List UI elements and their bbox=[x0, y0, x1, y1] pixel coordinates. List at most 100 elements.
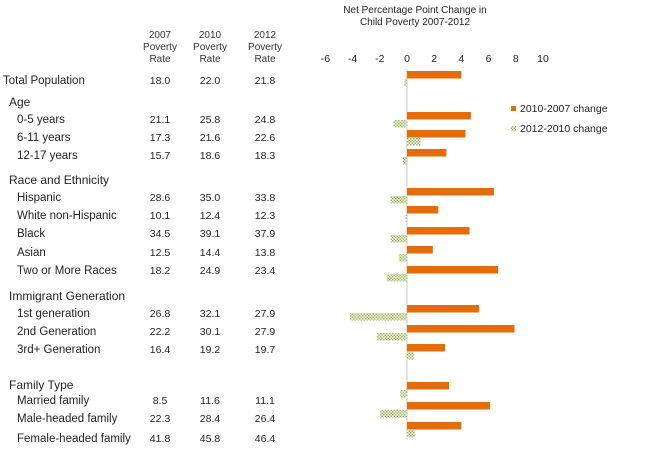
bar-2010-2007-change bbox=[407, 325, 515, 333]
table-row: 1st generation 26.8 32.1 27.9 bbox=[0, 306, 300, 322]
bar-2010-2007-change bbox=[407, 130, 466, 138]
cell-2007: 26.8 bbox=[149, 308, 171, 320]
cell-2007: 16.4 bbox=[149, 344, 171, 356]
column-header-line: Rate bbox=[254, 54, 276, 65]
cell-2012: 11.1 bbox=[255, 395, 275, 407]
cell-2012: 26.4 bbox=[254, 413, 276, 425]
row-label: Immigrant Generation bbox=[9, 289, 126, 303]
cell-2010: 19.2 bbox=[199, 344, 221, 356]
row-label: White non-Hispanic bbox=[17, 210, 117, 222]
row-label: Black bbox=[17, 228, 46, 240]
row-label: Total Population bbox=[3, 75, 85, 87]
x-tick-label: 10 bbox=[537, 53, 549, 65]
row-label: 3rd+ Generation bbox=[17, 344, 101, 356]
table-group-heading: Race and Ethnicity bbox=[0, 172, 300, 188]
bar-2010-2007-change bbox=[407, 112, 471, 120]
cell-2007: 34.5 bbox=[149, 228, 171, 240]
cell-2012: 27.9 bbox=[254, 326, 276, 338]
row-label: 2nd Generation bbox=[17, 326, 97, 338]
cell-2007: 18.0 bbox=[149, 75, 171, 87]
table-row: 2nd Generation 22.2 30.1 27.9 bbox=[0, 324, 300, 340]
cell-2007: 17.3 bbox=[149, 132, 171, 144]
cell-2012: 23.4 bbox=[254, 265, 276, 277]
bar-2012-2010-change bbox=[377, 333, 407, 341]
legend-swatch bbox=[511, 126, 516, 131]
cell-2010: 35.0 bbox=[199, 192, 221, 204]
bar-2010-2007-change bbox=[407, 382, 450, 390]
row-label: 6-11 years bbox=[17, 132, 71, 144]
table-row: Black 34.5 39.1 37.9 bbox=[0, 226, 300, 242]
row-label: 0-5 years bbox=[17, 114, 65, 126]
bar-2012-2010-change bbox=[386, 274, 407, 282]
row-label: Female-headed family bbox=[17, 433, 131, 445]
row-label: Hispanic bbox=[17, 192, 62, 204]
x-tick-label: 4 bbox=[458, 53, 464, 65]
bar-2010-2007-change bbox=[407, 246, 433, 254]
row-label: Age bbox=[9, 95, 31, 109]
bar-2012-2010-change bbox=[379, 410, 407, 418]
table-row: 6-11 years 17.3 21.6 22.6 bbox=[0, 130, 300, 146]
row-label: 12-17 years bbox=[17, 150, 78, 162]
cell-2010: 11.6 bbox=[200, 395, 220, 407]
column-header-line: 2012 bbox=[253, 30, 277, 41]
cell-2007: 21.1 bbox=[149, 114, 171, 126]
x-tick-label: 2 bbox=[431, 53, 437, 65]
table-row: 3rd+ Generation 16.4 19.2 19.7 bbox=[0, 342, 300, 358]
cell-2010: 14.4 bbox=[199, 247, 221, 259]
table-row: White non-Hispanic 10.1 12.4 12.3 bbox=[0, 208, 300, 224]
row-label: Male-headed family bbox=[17, 413, 118, 425]
cell-2012: 37.9 bbox=[254, 228, 276, 240]
chart-title-line: Net Percentage Point Change in bbox=[343, 5, 486, 16]
poverty-rate-table: 2007 Poverty Rate 2010 Poverty Rate 2012 Povert… bbox=[0, 0, 300, 467]
bar-2012-2010-change bbox=[400, 390, 407, 398]
table-group-heading: Family Type bbox=[0, 377, 300, 393]
bar-2012-2010-change bbox=[398, 254, 407, 262]
bar-2010-2007-change bbox=[407, 402, 490, 410]
cell-2012: 33.8 bbox=[254, 192, 276, 204]
cell-2010: 30.1 bbox=[199, 326, 221, 338]
bar-2012-2010-change bbox=[390, 196, 407, 204]
column-header-line: Poverty bbox=[143, 42, 177, 53]
bar-2010-2007-change bbox=[407, 227, 470, 235]
cell-2007: 10.1 bbox=[149, 210, 171, 222]
bar-2010-2007-change bbox=[407, 206, 439, 214]
cell-2007: 18.2 bbox=[149, 265, 171, 277]
table-row: 0-5 years 21.1 25.8 24.8 bbox=[0, 112, 300, 128]
row-label: Race and Ethnicity bbox=[9, 173, 110, 187]
cell-2007: 8.5 bbox=[152, 395, 168, 407]
column-header-0: 2007 Poverty Rate bbox=[140, 30, 180, 66]
column-header-line: Poverty bbox=[193, 42, 227, 53]
chart-title-line: Child Poverty 2007-2012 bbox=[360, 17, 471, 28]
cell-2012: 13.8 bbox=[254, 247, 276, 259]
bar-2010-2007-change bbox=[407, 71, 462, 79]
bar-2010-2007-change bbox=[407, 344, 446, 352]
bar-2012-2010-change bbox=[349, 313, 407, 321]
bar-2010-2007-change bbox=[407, 422, 462, 430]
cell-2007: 15.7 bbox=[149, 150, 171, 162]
row-label: Two or More Races bbox=[17, 265, 117, 277]
table-row: Female-headed family 41.8 45.8 46.4 bbox=[0, 431, 300, 447]
legend-label: 2012-2010 change bbox=[520, 123, 608, 135]
cell-2012: 19.7 bbox=[254, 344, 276, 356]
cell-2010: 25.8 bbox=[199, 114, 221, 126]
bar-2012-2010-change bbox=[402, 157, 407, 165]
table-row: Male-headed family 22.3 28.4 26.4 bbox=[0, 411, 300, 427]
table-row: Asian 12.5 14.4 13.8 bbox=[0, 245, 300, 261]
table-row: Hispanic 28.6 35.0 33.8 bbox=[0, 190, 300, 206]
cell-2010: 24.9 bbox=[199, 265, 221, 277]
row-label: Asian bbox=[17, 247, 46, 259]
row-label: 1st generation bbox=[17, 308, 90, 320]
column-header-line: Rate bbox=[149, 54, 171, 65]
x-tick-label: 8 bbox=[513, 53, 519, 65]
table-group-heading: Immigrant Generation bbox=[0, 288, 300, 304]
cell-2012: 46.4 bbox=[254, 433, 276, 445]
row-label: Family Type bbox=[9, 378, 74, 392]
table-row: Married family 8.5 11.6 11.1 bbox=[0, 393, 300, 409]
cell-2007: 22.2 bbox=[149, 326, 171, 338]
x-tick-label: -6 bbox=[321, 53, 330, 65]
x-tick-label: -2 bbox=[375, 53, 384, 65]
bar-2012-2010-change bbox=[405, 214, 407, 222]
row-label: Married family bbox=[17, 395, 90, 407]
x-tick-label: 0 bbox=[404, 53, 410, 65]
cell-2010: 12.4 bbox=[199, 210, 221, 222]
